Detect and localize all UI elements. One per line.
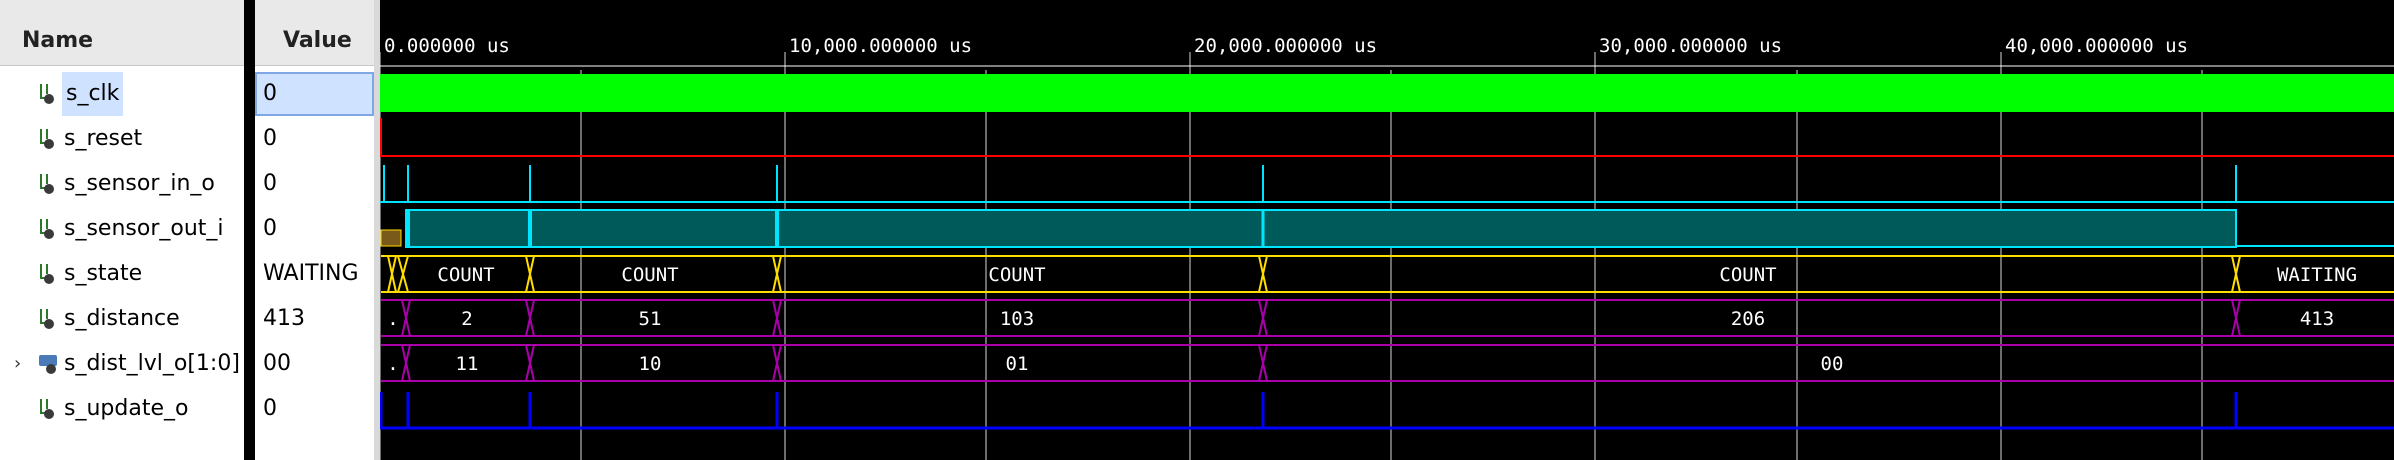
- bus-value-label: COUNT: [621, 264, 678, 286]
- signal-value[interactable]: 0: [263, 216, 277, 241]
- signal-icon: [38, 262, 58, 286]
- bus-value-label: 00: [1821, 353, 1844, 375]
- state-labels: COUNT COUNT COUNT COUNT WAITING: [437, 264, 2357, 286]
- bus-value-label: 103: [1000, 308, 1034, 330]
- signal-icon: [38, 82, 58, 106]
- signal-name-label: s_sensor_in_o: [64, 171, 215, 196]
- bus-value-label: .: [387, 308, 398, 330]
- signal-row-s-distance[interactable]: s_distance: [0, 297, 244, 341]
- bus-value-label: 206: [1731, 308, 1765, 330]
- time-label: 10,000.000000 us: [789, 35, 972, 57]
- signal-icon: [38, 172, 58, 196]
- time-label: 0.000000 us: [384, 35, 510, 57]
- signal-value[interactable]: 0: [263, 126, 277, 151]
- signal-name-label: s_distance: [64, 306, 180, 331]
- bus-value-label: 11: [456, 353, 479, 375]
- signal-value[interactable]: 0: [263, 396, 277, 421]
- time-label: 40,000.000000 us: [2005, 35, 2188, 57]
- signal-icon: [38, 307, 58, 331]
- signal-row-s-sensor-in-o[interactable]: s_sensor_in_o: [0, 162, 244, 206]
- update-waveform: [380, 392, 2394, 430]
- signal-name-label: s_sensor_out_i: [64, 216, 224, 241]
- bus-value-label: 413: [2300, 308, 2334, 330]
- signal-name-label: s_update_o: [64, 396, 189, 421]
- signal-value[interactable]: 00: [263, 351, 291, 376]
- signal-value[interactable]: WAITING: [263, 261, 359, 286]
- bus-value-label: 10: [639, 353, 662, 375]
- sensor-in-waveform: [380, 165, 2394, 203]
- signal-icon: [38, 397, 58, 421]
- dist-lvl-labels: . 11 10 01 00: [387, 353, 1843, 375]
- signal-name-label: s_reset: [64, 126, 143, 151]
- signal-row-s-dist-lvl-o[interactable]: › s_dist_lvl_o[1:0]: [0, 342, 244, 386]
- panel-divider[interactable]: [374, 0, 380, 460]
- signal-row-s-update-o[interactable]: s_update_o: [0, 387, 244, 431]
- bus-icon: [38, 352, 58, 376]
- signal-icon: [38, 127, 58, 151]
- time-ruler: 0.000000 us 10,000.000000 us 20,000.0000…: [380, 35, 2394, 67]
- signal-value[interactable]: 0: [263, 171, 277, 196]
- signal-row-s-state[interactable]: s_state: [0, 252, 244, 296]
- time-label: 20,000.000000 us: [1194, 35, 1377, 57]
- distance-labels: . 2 51 103 206 413: [387, 308, 2334, 330]
- bus-value-label: 01: [1006, 353, 1029, 375]
- signal-name-label: s_state: [64, 261, 143, 286]
- chevron-right-icon[interactable]: ›: [14, 353, 22, 374]
- time-label: 30,000.000000 us: [1599, 35, 1782, 57]
- signal-row-s-sensor-out-i[interactable]: s_sensor_out_i: [0, 207, 244, 251]
- bus-value-label: COUNT: [437, 264, 494, 286]
- signal-name-label: s_dist_lvl_o[1:0]: [64, 351, 240, 376]
- signal-row-s-clk[interactable]: s_clk: [0, 72, 244, 116]
- waveform-canvas[interactable]: 0.000000 us 10,000.000000 us 20,000.0000…: [380, 0, 2394, 460]
- signal-value[interactable]: 0: [255, 72, 374, 116]
- bus-value-label: 51: [639, 308, 662, 330]
- bus-value-label: .: [387, 353, 398, 375]
- name-column-header[interactable]: Name: [0, 0, 244, 66]
- bus-value-label: 2: [461, 308, 472, 330]
- state-bus: [381, 255, 2394, 293]
- bus-value-label: WAITING: [2277, 264, 2357, 286]
- signal-icon: [38, 217, 58, 241]
- signal-row-s-reset[interactable]: s_reset: [0, 117, 244, 161]
- signal-name-label: s_clk: [62, 72, 124, 116]
- clk-waveform: [380, 74, 2394, 112]
- distance-bus: [381, 299, 2394, 337]
- reset-waveform: [380, 118, 2394, 157]
- value-column-header[interactable]: Value: [255, 0, 374, 66]
- column-divider[interactable]: [244, 0, 255, 460]
- sensor-out-waveform: [380, 209, 2394, 248]
- bus-value-label: COUNT: [988, 264, 1045, 286]
- signal-value[interactable]: 413: [263, 306, 305, 331]
- dist-lvl-bus: [381, 344, 2394, 382]
- bus-value-label: COUNT: [1719, 264, 1776, 286]
